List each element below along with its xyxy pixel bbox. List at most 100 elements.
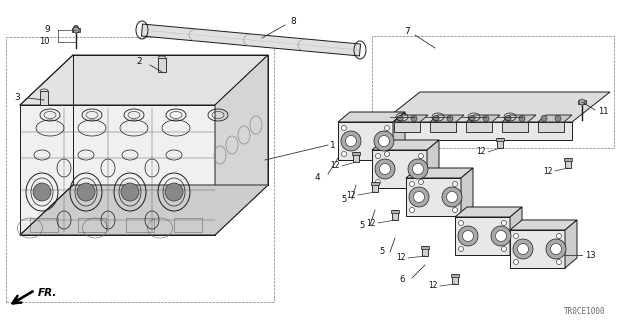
Circle shape [452, 207, 458, 212]
Circle shape [419, 180, 424, 185]
Polygon shape [510, 207, 522, 255]
Circle shape [557, 260, 561, 265]
Polygon shape [461, 168, 473, 216]
Bar [372, 182, 378, 192]
Circle shape [409, 187, 429, 207]
Polygon shape [393, 112, 405, 160]
Circle shape [469, 116, 475, 122]
Text: 12: 12 [346, 190, 356, 199]
Bar [40, 91, 48, 105]
Circle shape [73, 27, 79, 33]
Bar [372, 36, 614, 148]
Polygon shape [394, 115, 428, 122]
Circle shape [380, 164, 390, 174]
Text: 12: 12 [429, 282, 438, 291]
Bar [578, 100, 586, 104]
Text: 5: 5 [380, 247, 385, 257]
Circle shape [447, 116, 453, 122]
Bar [126, 218, 154, 232]
Polygon shape [565, 220, 577, 268]
Polygon shape [215, 55, 268, 235]
Bar [353, 152, 359, 162]
Text: 8: 8 [290, 18, 296, 27]
Polygon shape [141, 24, 360, 56]
Polygon shape [466, 122, 492, 132]
Circle shape [74, 26, 79, 30]
Circle shape [410, 181, 415, 187]
Circle shape [513, 239, 533, 259]
Circle shape [442, 187, 462, 207]
Text: 2: 2 [136, 58, 142, 67]
Polygon shape [466, 115, 500, 122]
Bar [371, 182, 379, 185]
Text: 12: 12 [543, 166, 553, 175]
Polygon shape [538, 122, 564, 132]
Bar [565, 158, 571, 168]
Circle shape [463, 230, 474, 242]
Polygon shape [538, 115, 572, 122]
Bar [78, 218, 106, 232]
Text: 5: 5 [342, 195, 347, 204]
Circle shape [408, 159, 428, 179]
Bar [451, 274, 459, 277]
Text: 12: 12 [477, 148, 486, 156]
Circle shape [491, 226, 511, 246]
Polygon shape [510, 220, 577, 230]
Text: 6: 6 [399, 276, 405, 284]
Polygon shape [382, 92, 610, 122]
Polygon shape [430, 115, 464, 122]
Bar [421, 246, 429, 249]
Circle shape [518, 244, 529, 254]
Circle shape [483, 116, 489, 122]
Circle shape [376, 154, 381, 158]
Circle shape [397, 116, 403, 122]
Bar [158, 58, 166, 72]
Text: 5: 5 [360, 220, 365, 229]
Polygon shape [430, 122, 456, 132]
Text: 10: 10 [40, 37, 50, 46]
Text: 12: 12 [367, 219, 376, 228]
Circle shape [341, 131, 361, 151]
Circle shape [502, 220, 506, 226]
Text: 7: 7 [404, 28, 410, 36]
Polygon shape [338, 112, 405, 122]
Bar [392, 210, 397, 220]
Polygon shape [406, 168, 473, 178]
Bar [30, 218, 58, 232]
Circle shape [165, 183, 183, 201]
Text: 11: 11 [598, 108, 609, 116]
Bar [452, 274, 458, 284]
Polygon shape [372, 150, 427, 188]
Circle shape [452, 181, 458, 187]
Circle shape [33, 183, 51, 201]
Circle shape [458, 246, 463, 252]
Polygon shape [502, 122, 528, 132]
Polygon shape [510, 230, 565, 268]
Circle shape [374, 131, 394, 151]
Circle shape [513, 260, 518, 265]
Circle shape [555, 116, 561, 122]
Polygon shape [20, 55, 268, 105]
Circle shape [519, 116, 525, 122]
Text: 3: 3 [14, 93, 20, 102]
Circle shape [342, 125, 346, 131]
Circle shape [513, 234, 518, 238]
Text: 9: 9 [44, 26, 50, 35]
Text: TR0CE1000: TR0CE1000 [564, 308, 606, 316]
Circle shape [411, 116, 417, 122]
Circle shape [447, 191, 458, 203]
Polygon shape [20, 105, 215, 235]
Polygon shape [394, 122, 420, 132]
Polygon shape [455, 217, 510, 255]
Bar [72, 28, 80, 32]
Circle shape [378, 135, 390, 147]
Bar [6, 37, 274, 302]
Circle shape [77, 183, 95, 201]
Circle shape [413, 191, 424, 203]
Circle shape [433, 116, 439, 122]
Bar [174, 218, 202, 232]
Circle shape [502, 246, 506, 252]
Circle shape [413, 164, 424, 174]
Text: 12: 12 [330, 162, 340, 171]
Circle shape [458, 226, 478, 246]
